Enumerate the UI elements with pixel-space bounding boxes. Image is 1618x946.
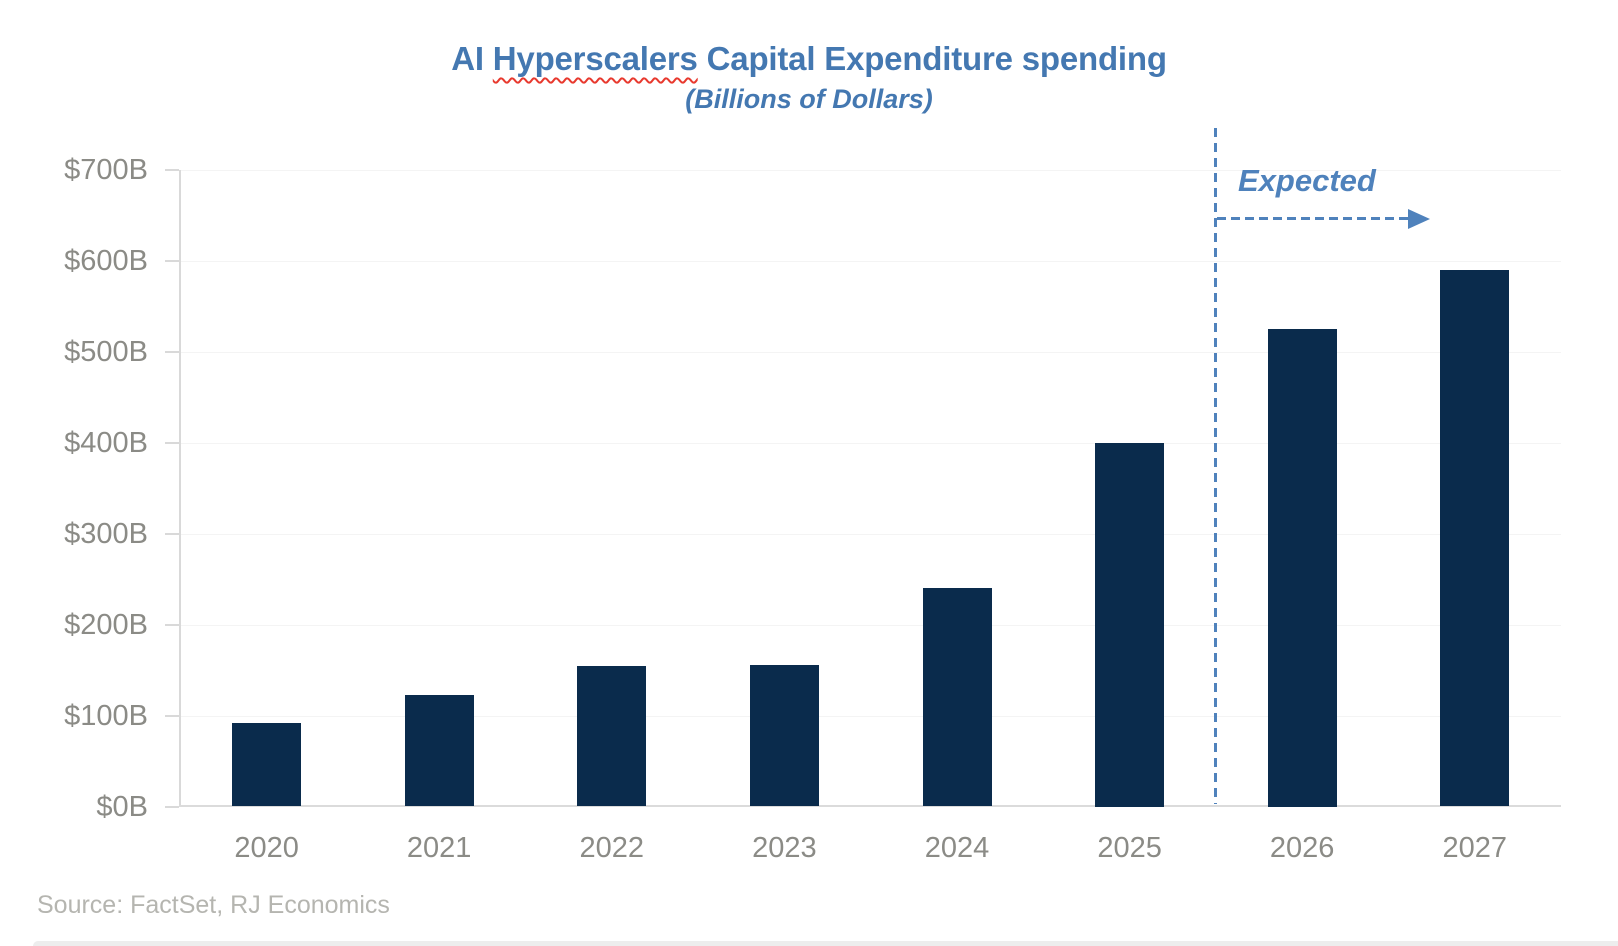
y-axis-tick-500 — [165, 350, 179, 353]
x-axis-label-2026: 2026 — [1269, 832, 1335, 864]
bar-2020 — [232, 722, 302, 807]
y-axis-label-600: $600B — [64, 244, 148, 277]
expected-arrow-dashed-line — [1217, 217, 1408, 220]
bar-2022 — [577, 666, 647, 807]
bar-2027 — [1440, 269, 1510, 807]
gridline-500 — [179, 351, 1561, 353]
bottom-edge-band — [33, 941, 1618, 946]
gridline-600 — [179, 260, 1561, 262]
plot-area — [165, 166, 1561, 808]
bar-2023 — [749, 664, 819, 807]
x-axis-label-2023: 2023 — [752, 832, 817, 864]
expected-arrow-head-icon — [1408, 209, 1430, 229]
x-axis-label-2027: 2027 — [1442, 832, 1508, 864]
chart-title-misspelled-word: Hyperscalers — [492, 40, 698, 77]
gridline-200 — [179, 624, 1561, 626]
y-axis-label-300: $300B — [64, 517, 148, 550]
chart-title-prefix: AI — [451, 40, 493, 77]
expected-label: Expected — [1238, 163, 1376, 198]
y-axis-tick-700 — [165, 168, 179, 171]
y-axis-tick-400 — [165, 441, 179, 444]
x-axis-label-2022: 2022 — [579, 832, 645, 864]
x-axis-baseline — [179, 805, 1561, 807]
y-axis-label-700: $700B — [64, 153, 148, 186]
y-axis-tick-200 — [165, 623, 179, 626]
bar-2021 — [404, 694, 474, 807]
chart-subtitle: (Billions of Dollars) — [685, 84, 933, 114]
x-axis-label-2020: 2020 — [234, 832, 299, 864]
x-axis-label-2025: 2025 — [1097, 832, 1162, 864]
y-axis-label-400: $400B — [64, 426, 148, 459]
y-axis-label-0: $0B — [96, 790, 148, 823]
bar-2026 — [1267, 328, 1337, 807]
y-axis-label-100: $100B — [64, 699, 148, 732]
y-axis-tick-600 — [165, 259, 179, 262]
chart-title-suffix: Capital Expenditure spending — [697, 40, 1167, 77]
gridline-100 — [179, 715, 1561, 717]
bar-2025 — [1095, 442, 1165, 807]
y-axis-tick-0 — [165, 805, 179, 808]
gridline-300 — [179, 533, 1561, 535]
x-axis-label-2024: 2024 — [924, 832, 990, 864]
y-axis-label-500: $500B — [64, 335, 148, 368]
y-axis-line — [179, 169, 181, 807]
chart-title: AI Hyperscalers Capital Expenditure spen… — [0, 40, 1618, 78]
gridline-700 — [179, 169, 1561, 171]
x-axis-label-2021: 2021 — [406, 832, 472, 864]
gridline-400 — [179, 442, 1561, 444]
y-axis-label-200: $200B — [64, 608, 148, 641]
y-axis-tick-100 — [165, 714, 179, 717]
expected-divider-dashed-line — [1214, 128, 1218, 804]
bar-2024 — [922, 588, 992, 807]
y-axis-tick-300 — [165, 532, 179, 535]
source-note: Source: FactSet, RJ Economics — [37, 891, 390, 919]
